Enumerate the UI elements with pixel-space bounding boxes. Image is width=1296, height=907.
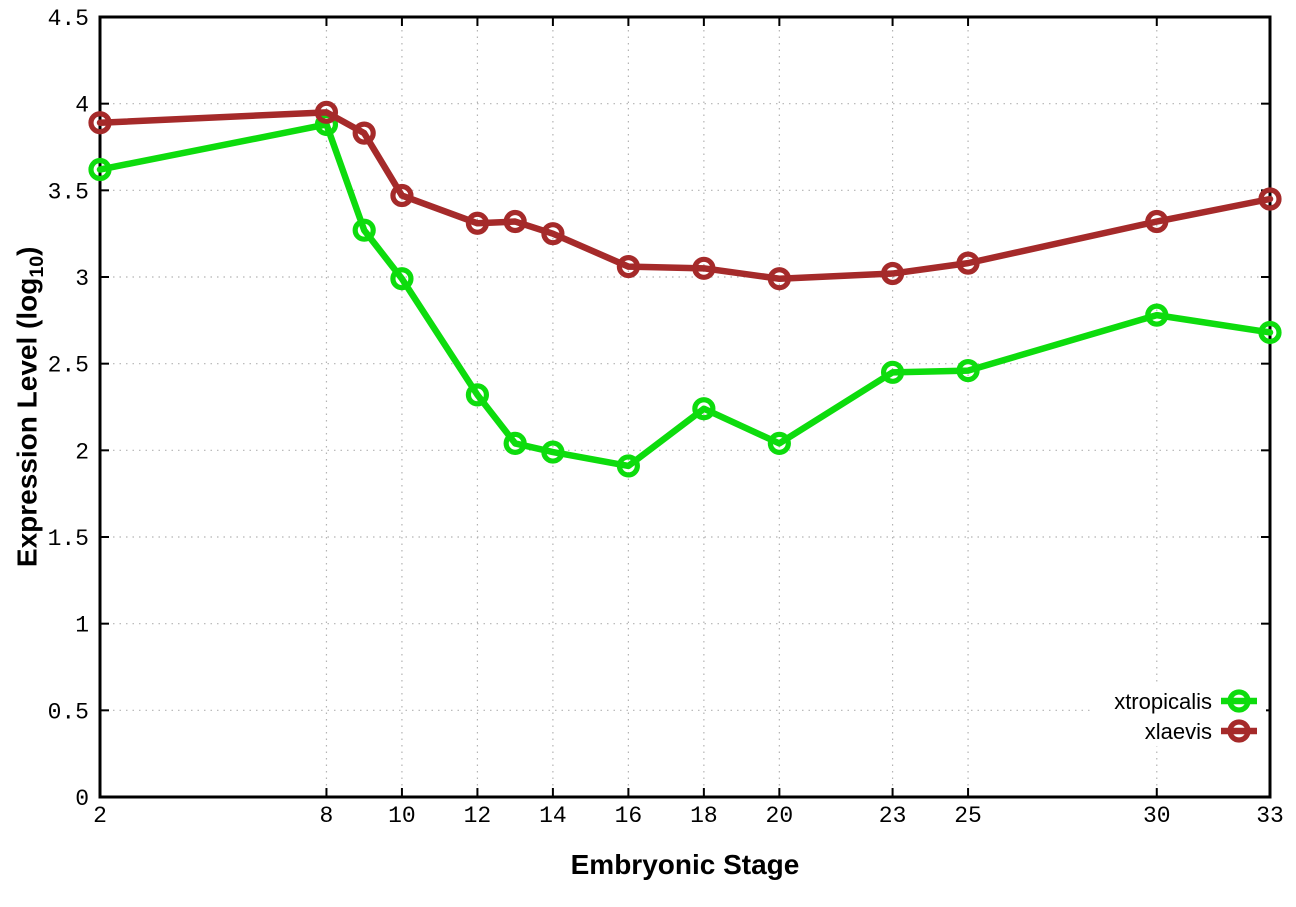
x-tick-labels: 2 8 10 12 14 16 18 20 23 25 30 33 <box>93 803 1284 829</box>
legend-sample-marker-xtropicalis <box>1227 689 1251 713</box>
y-tick-label: 1 <box>75 613 89 639</box>
y-tick-labels: 0 0.5 1 1.5 2 2.5 3 3.5 4 4.5 <box>48 6 89 812</box>
data-point-xlaevis <box>541 222 565 246</box>
data-point-xtropicalis <box>1258 320 1282 345</box>
data-point-xtropicalis <box>880 360 905 384</box>
data-point-xlaevis <box>352 121 376 145</box>
y-tick-label: 2 <box>75 439 89 465</box>
x-tick-label: 14 <box>539 803 567 829</box>
legend-label-xlaevis: xlaevis <box>1145 719 1212 744</box>
x-tick-label: 30 <box>1143 803 1171 829</box>
y-tick-label: 4.5 <box>48 6 89 32</box>
y-tick-label: 0 <box>75 786 89 812</box>
x-tick-label: 2 <box>93 803 107 829</box>
data-point-xlaevis <box>390 183 414 208</box>
tick-marks <box>99 16 1271 798</box>
x-tick-label: 18 <box>690 803 718 829</box>
data-point-xlaevis <box>616 255 640 279</box>
y-tick-label: 1.5 <box>48 526 89 552</box>
data-point-xlaevis <box>1258 187 1282 211</box>
data-point-xtropicalis <box>956 359 980 383</box>
data-point-xtropicalis <box>616 454 640 478</box>
legend: xtropicalis xlaevis <box>1090 683 1266 746</box>
data-point-xtropicalis <box>503 431 527 455</box>
data-point-xtropicalis <box>767 431 791 455</box>
x-tick-label: 12 <box>464 803 492 829</box>
x-tick-label: 16 <box>615 803 643 829</box>
data-point-xtropicalis <box>692 397 716 421</box>
data-point-xlaevis <box>1145 209 1169 234</box>
x-tick-label: 8 <box>320 803 334 829</box>
data-point-xlaevis <box>956 251 980 275</box>
legend-item-xlaevis: xlaevis <box>1145 719 1257 744</box>
data-point-xtropicalis <box>465 383 490 407</box>
data-point-xlaevis <box>880 261 905 286</box>
y-tick-label: 2.5 <box>48 353 89 379</box>
legend-sample-marker-xlaevis <box>1227 719 1251 743</box>
legend-item-xtropicalis: xtropicalis <box>1114 689 1257 714</box>
data-point-xtropicalis <box>1145 303 1169 327</box>
data-point-xlaevis <box>88 111 112 135</box>
data-point-xtropicalis <box>541 440 565 464</box>
y-tick-label: 3 <box>75 266 89 292</box>
x-tick-label: 20 <box>766 803 794 829</box>
series-line-xlaevis <box>96 109 1274 282</box>
series-xlaevis <box>88 100 1282 291</box>
plot-border <box>98 15 1272 799</box>
x-tick-label: 25 <box>954 803 982 829</box>
x-tick-label: 23 <box>879 803 907 829</box>
data-point-xlaevis <box>692 256 716 280</box>
data-point-xtropicalis <box>352 218 376 242</box>
data-point-xlaevis <box>314 100 339 124</box>
data-point-xtropicalis <box>88 157 112 182</box>
series-xtropicalis <box>88 112 1282 478</box>
data-point-xlaevis <box>503 209 527 234</box>
data-point-xlaevis <box>767 267 791 291</box>
data-point-xlaevis <box>465 211 490 235</box>
x-tick-label: 10 <box>388 803 416 829</box>
y-tick-label: 4 <box>75 93 89 119</box>
series-line-xtropicalis <box>96 121 1274 470</box>
legend-label-xtropicalis: xtropicalis <box>1114 689 1212 714</box>
data-point-xtropicalis <box>390 267 414 291</box>
y-tick-label: 3.5 <box>48 179 89 205</box>
y-tick-label: 0.5 <box>48 699 89 725</box>
x-axis-title: Embryonic Stage <box>570 849 800 880</box>
x-tick-label: 33 <box>1256 803 1284 829</box>
